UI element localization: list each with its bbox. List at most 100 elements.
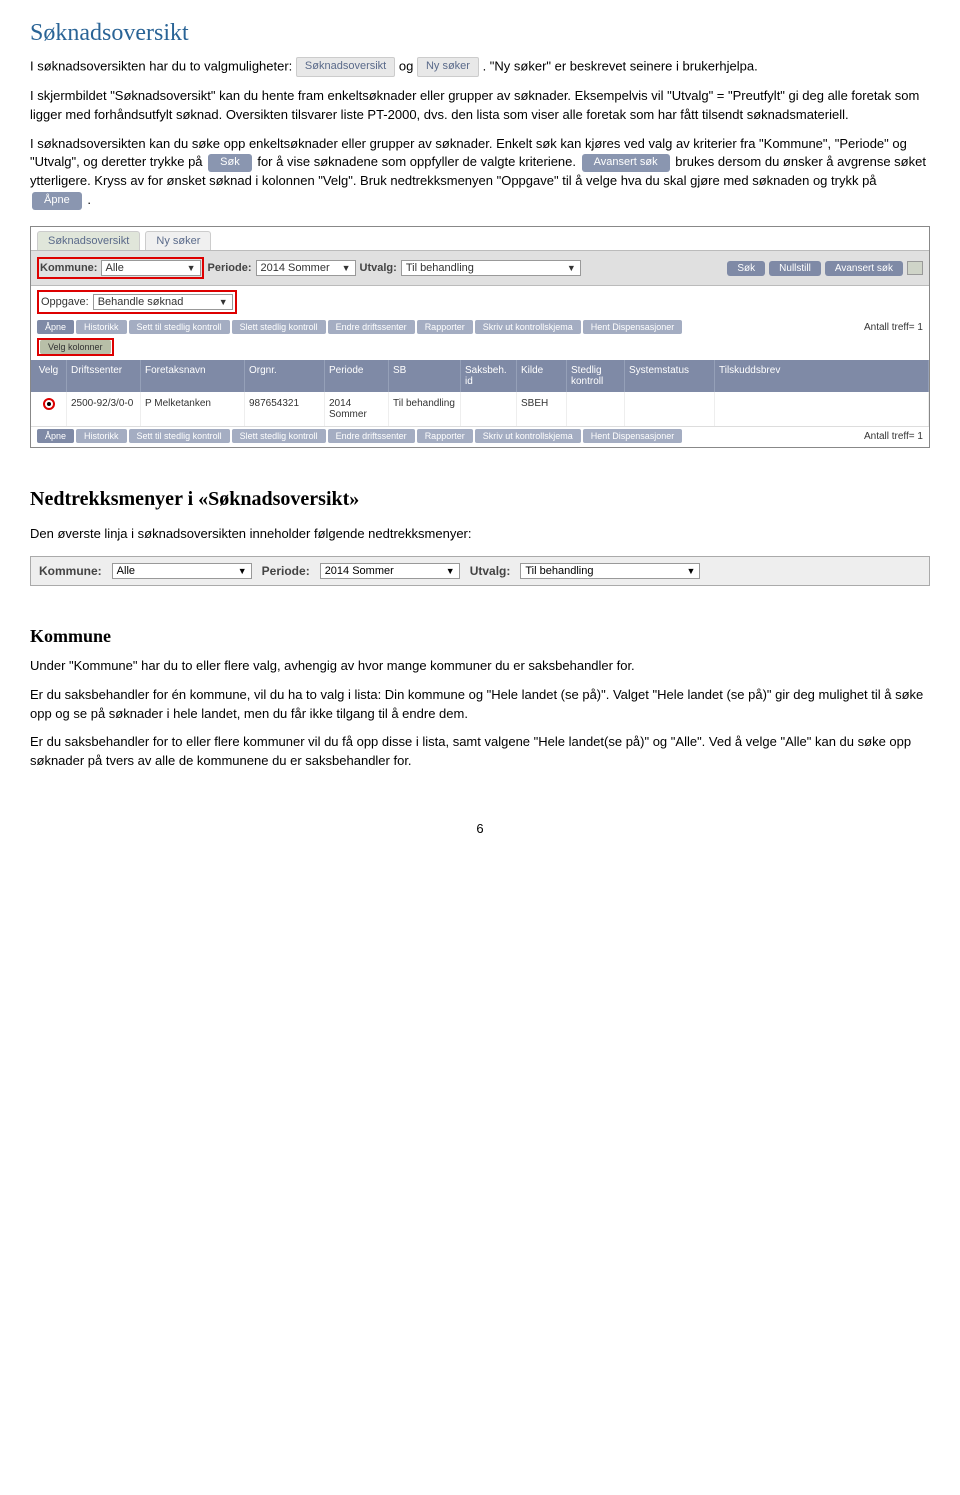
tab-soknadsoversikt[interactable]: Søknadsoversikt	[37, 231, 140, 250]
row-kilde: SBEH	[517, 392, 567, 426]
utvalg-label: Utvalg:	[360, 262, 397, 274]
utvalg-value-2: Til behandling	[525, 565, 593, 577]
chevron-down-icon: ▼	[219, 297, 228, 307]
col-systemstatus[interactable]: Systemstatus	[625, 360, 715, 392]
periode-select[interactable]: 2014 Sommer ▼	[256, 260, 356, 276]
velg-kolonner-button[interactable]: Velg kolonner	[40, 340, 111, 354]
kommune-p1: Under "Kommune" har du to eller flere va…	[30, 657, 930, 676]
action-historikk[interactable]: Historikk	[76, 320, 127, 334]
inline-btn-avansert: Avansert søk	[582, 154, 670, 172]
chevron-down-icon: ▼	[686, 566, 695, 576]
oppgave-label: Oppgave:	[41, 296, 89, 308]
row-orgnr: 987654321	[245, 392, 325, 426]
action-apne-b[interactable]: Åpne	[37, 429, 74, 443]
action-stedlig-b[interactable]: Sett til stedlig kontroll	[129, 429, 230, 443]
action-endre-b[interactable]: Endre driftssenter	[328, 429, 415, 443]
intro-line1-b: og	[399, 58, 417, 73]
inline-btn-apne: Åpne	[32, 192, 82, 210]
intro-p3-b: for å vise søknadene som oppfyller de va…	[257, 154, 579, 169]
col-sb[interactable]: SB	[389, 360, 461, 392]
action-rapporter[interactable]: Rapporter	[417, 320, 473, 334]
inline-tab-oversikt: Søknadsoversikt	[296, 57, 395, 77]
row-velg-radio[interactable]	[31, 392, 67, 426]
action-apne[interactable]: Åpne	[37, 320, 74, 334]
sok-button[interactable]: Søk	[727, 261, 765, 276]
row-driftssenter: 2500-92/3/0-0	[67, 392, 141, 426]
kommune-value: Alle	[106, 262, 124, 274]
intro-line1: I søknadsoversikten har du to valgmuligh…	[30, 57, 930, 77]
kommune-label-2: Kommune:	[39, 564, 102, 578]
row-foretaksnavn: P Melketanken	[141, 392, 245, 426]
action-pill-row-bottom: Åpne Historikk Sett til stedlig kontroll…	[31, 426, 929, 447]
intro-p3: I søknadsoversikten kan du søke opp enke…	[30, 135, 930, 210]
kommune-select-2[interactable]: Alle ▼	[112, 563, 252, 579]
col-driftssenter[interactable]: Driftssenter	[67, 360, 141, 392]
chevron-down-icon: ▼	[187, 263, 196, 273]
avansert-sok-button[interactable]: Avansert søk	[825, 261, 903, 276]
section-nedtrekksmenyer-heading: Nedtrekksmenyer i «Søknadsoversikt»	[30, 488, 930, 511]
oppgave-value: Behandle søknad	[98, 296, 184, 308]
oppgave-select[interactable]: Behandle søknad ▼	[93, 294, 233, 310]
action-rapporter-b[interactable]: Rapporter	[417, 429, 473, 443]
col-tilskuddsbrev[interactable]: Tilskuddsbrev	[715, 360, 929, 392]
col-kilde[interactable]: Kilde	[517, 360, 567, 392]
col-periode[interactable]: Periode	[325, 360, 389, 392]
action-slett-b[interactable]: Slett stedlig kontroll	[232, 429, 326, 443]
page-number: 6	[30, 821, 930, 836]
action-stedlig-kontroll[interactable]: Sett til stedlig kontroll	[129, 320, 230, 334]
utvalg-value: Til behandling	[406, 262, 474, 274]
utvalg-select-2[interactable]: Til behandling ▼	[520, 563, 700, 579]
kommune-select[interactable]: Alle ▼	[101, 260, 201, 276]
row-sb: Til behandling	[389, 392, 461, 426]
filter-toolbar: Kommune: Alle ▼ Periode: 2014 Sommer ▼ U…	[31, 250, 929, 286]
tab-ny-soker[interactable]: Ny søker	[145, 231, 211, 250]
antall-treff: Antall treff= 1	[864, 322, 923, 333]
col-saksbeh-id[interactable]: Saksbeh. id	[461, 360, 517, 392]
table-header: Velg Driftssenter Foretaksnavn Orgnr. Pe…	[31, 360, 929, 392]
kommune-p2: Er du saksbehandler for én kommune, vil …	[30, 686, 930, 724]
col-orgnr[interactable]: Orgnr.	[245, 360, 325, 392]
row-stedlig	[567, 392, 625, 426]
table-row[interactable]: 2500-92/3/0-0 P Melketanken 987654321 20…	[31, 392, 929, 426]
chevron-down-icon: ▼	[342, 263, 351, 273]
periode-value: 2014 Sommer	[261, 262, 330, 274]
action-historikk-b[interactable]: Historikk	[76, 429, 127, 443]
periode-label: Periode:	[208, 262, 252, 274]
col-stedlig[interactable]: Stedlig kontroll	[567, 360, 625, 392]
action-hent-dispensasjoner[interactable]: Hent Dispensasjoner	[583, 320, 683, 334]
utvalg-select[interactable]: Til behandling ▼	[401, 260, 581, 276]
screenshot-toolbar: Kommune: Alle ▼ Periode: 2014 Sommer ▼ U…	[30, 556, 930, 586]
inline-btn-sok: Søk	[208, 154, 252, 172]
action-skriv-ut[interactable]: Skriv ut kontrollskjema	[475, 320, 581, 334]
intro-line1-a: I søknadsoversikten har du to valgmuligh…	[30, 58, 296, 73]
action-hent-b[interactable]: Hent Dispensasjoner	[583, 429, 683, 443]
periode-value-2: 2014 Sommer	[325, 565, 394, 577]
col-foretaksnavn[interactable]: Foretaksnavn	[141, 360, 245, 392]
intro-p2: I skjermbildet "Søknadsoversikt" kan du …	[30, 87, 930, 125]
row-tilskudd	[715, 392, 929, 426]
page-title: Søknadsoversikt	[30, 20, 930, 47]
row-system	[625, 392, 715, 426]
intro-p3-d: .	[87, 192, 91, 207]
action-slett-stedlig[interactable]: Slett stedlig kontroll	[232, 320, 326, 334]
action-skriv-b[interactable]: Skriv ut kontrollskjema	[475, 429, 581, 443]
utvalg-label-2: Utvalg:	[470, 564, 511, 578]
list-icon[interactable]	[907, 261, 923, 275]
intro-line1-c: . "Ny søker" er beskrevet seinere i bruk…	[483, 58, 758, 73]
chevron-down-icon: ▼	[567, 263, 576, 273]
chevron-down-icon: ▼	[446, 566, 455, 576]
action-endre-driftssenter[interactable]: Endre driftssenter	[328, 320, 415, 334]
col-velg[interactable]: Velg	[31, 360, 67, 392]
section-nedtrekksmenyer-intro: Den øverste linja i søknadsoversikten in…	[30, 525, 930, 544]
screenshot-soknadsoversikt: Søknadsoversikt Ny søker Kommune: Alle ▼…	[30, 226, 930, 448]
periode-label-2: Periode:	[262, 564, 310, 578]
periode-select-2[interactable]: 2014 Sommer ▼	[320, 563, 460, 579]
chevron-down-icon: ▼	[238, 566, 247, 576]
nullstill-button[interactable]: Nullstill	[769, 261, 821, 276]
kommune-label: Kommune:	[40, 262, 97, 274]
antall-treff-b: Antall treff= 1	[864, 431, 923, 442]
radio-icon[interactable]	[43, 398, 55, 410]
action-pill-row: Åpne Historikk Sett til stedlig kontroll…	[31, 318, 929, 338]
inline-tab-nysoker: Ny søker	[417, 57, 479, 77]
kommune-heading: Kommune	[30, 626, 930, 647]
